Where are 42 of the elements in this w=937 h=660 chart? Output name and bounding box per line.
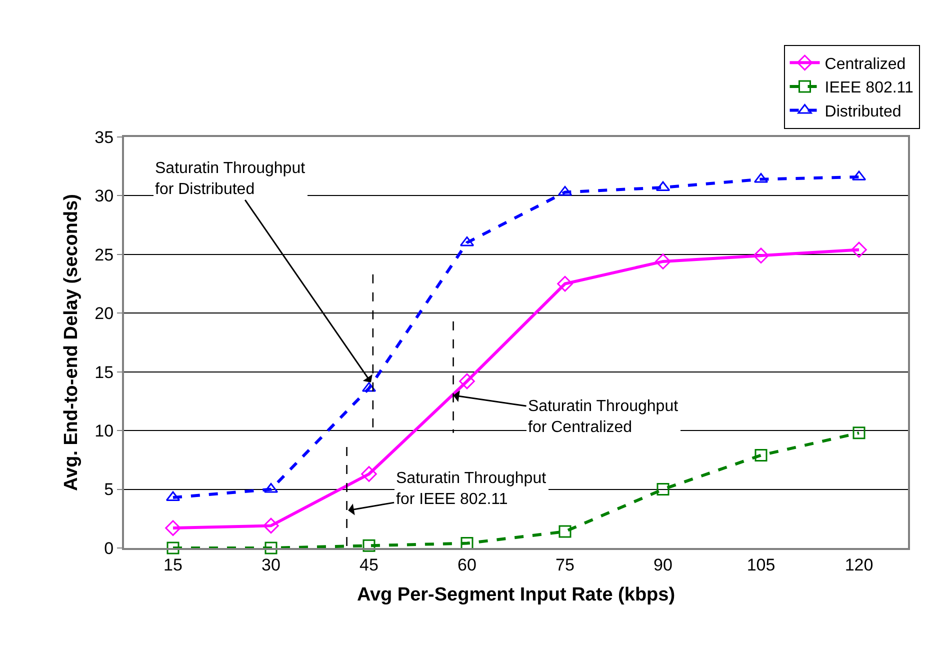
annotation: Saturatin Throughput for Centralized: [528, 398, 679, 436]
x-tick-label: 90: [654, 555, 672, 574]
point: [362, 539, 376, 552]
y-tick-label: 0: [104, 538, 114, 558]
y-tick-label: 35: [94, 128, 114, 147]
point: [655, 254, 671, 270]
legend-label: Distributed: [824, 104, 902, 121]
point: [361, 466, 377, 482]
point: [851, 242, 867, 258]
annotation: Saturatin Throughput for IEEE 802.11: [396, 470, 547, 508]
x-tick-label: 60: [458, 555, 476, 574]
point: [166, 542, 180, 554]
y-tick-label: 30: [94, 186, 114, 206]
y-tick-label: 5: [104, 480, 114, 500]
x-tick-label: 120: [844, 555, 874, 574]
point: [558, 525, 572, 538]
legend-label: Centralized: [824, 56, 906, 73]
legend-label: IEEE 802.11: [824, 80, 914, 97]
point: [753, 248, 769, 264]
y-tick-label: 10: [94, 422, 114, 441]
x-tick-label: 15: [164, 555, 182, 574]
point: [165, 520, 181, 536]
y-tick-label: 25: [94, 245, 114, 264]
annotation: Saturatin Throughput for Distributed: [155, 160, 306, 198]
x-tick-label: 30: [262, 555, 280, 574]
y-axis-title: Avg. End-to-end Delay (seconds): [61, 194, 82, 491]
y-tick-label: 20: [94, 304, 114, 324]
point: [263, 518, 279, 534]
x-tick-label: 75: [556, 555, 574, 574]
x-axis-title: Avg Per-Segment Input Rate (kbps): [356, 584, 676, 606]
point: [557, 276, 573, 292]
point: [852, 426, 866, 440]
y-tick-label: 15: [94, 362, 114, 382]
point: [166, 491, 180, 502]
point: [459, 373, 475, 390]
point: [558, 186, 572, 196]
point: [754, 448, 768, 462]
point: [460, 236, 474, 246]
x-tick-label: 105: [746, 555, 776, 574]
x-tick-label: 45: [360, 555, 378, 574]
point: [264, 542, 278, 554]
point: [656, 483, 670, 496]
